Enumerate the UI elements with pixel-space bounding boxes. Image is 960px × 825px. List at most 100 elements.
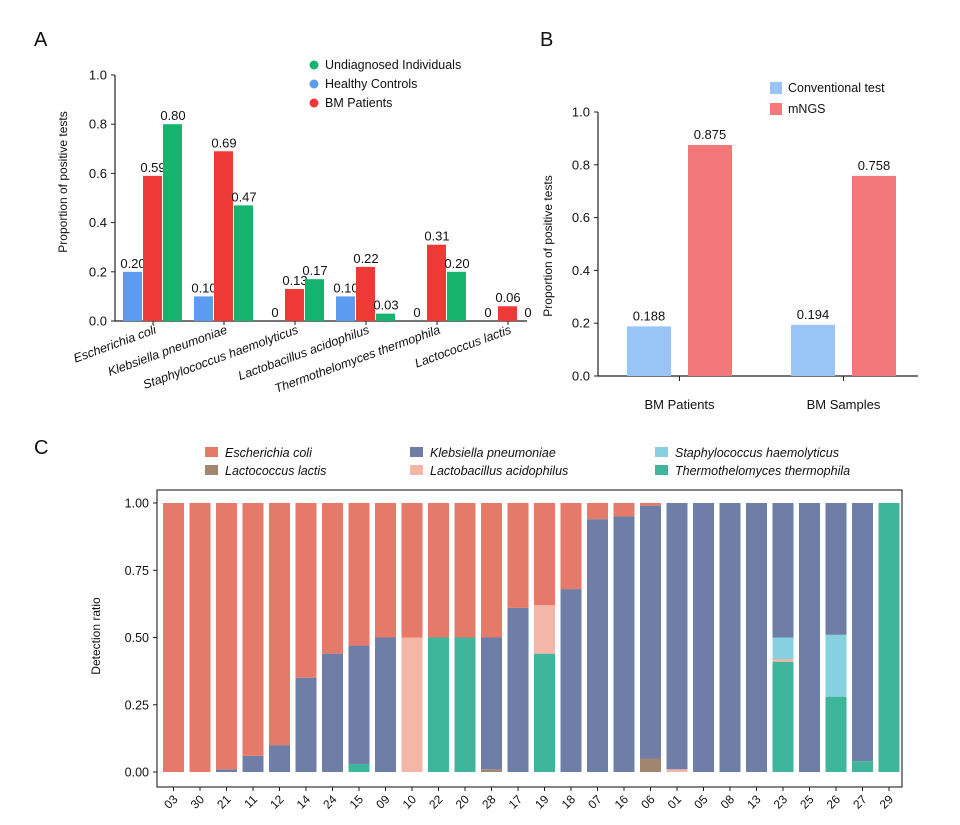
chart-c-category-label: 23 [771,792,791,812]
legend-marker-bm [309,98,319,108]
chart-c-bar-segment [878,503,900,772]
chart-a-data-label: 0 [271,305,278,320]
chart-b-category-label: BM Samples [807,397,881,412]
chart-b-data-label: 0.194 [797,307,830,322]
chart-c-category-label: 05 [691,792,711,812]
legend-label-ecoli: Escherichia coli [225,446,313,460]
chart-c-bar-segment [772,637,794,660]
chart-c-bar-segment [534,605,555,654]
chart-a-bar [447,271,466,321]
legend-marker-conventional [770,82,782,94]
chart-c-bar-segment [375,503,396,638]
chart-c-bar-segment [587,503,608,520]
panel-label-a: A [34,29,48,51]
chart-c-bar-segment [428,503,449,638]
chart-c-bar-segment [507,503,529,608]
chart-b-data-label: 0.188 [633,308,666,323]
chart-c-bar-segment [852,761,873,772]
chart-c-bar-segment [269,503,290,746]
chart-c-category-label: 29 [877,792,897,812]
legend-swatch-thermo [655,465,668,475]
chart-b-bar [791,324,835,376]
chart-a-ytick-label: 1.0 [89,68,107,83]
chart-c-bar-segment [825,634,847,697]
chart-b-data-label: 0.875 [694,127,727,142]
chart-c-bar-segment [322,503,343,654]
chart-c-bar-segment [825,696,847,772]
legend-label-kpneu: Klebsiella pneumoniae [430,446,556,460]
chart-c-bar-segment [640,758,661,772]
chart-c-bar-segment [772,659,794,662]
chart-a-data-label: 0.03 [373,298,398,313]
chart-c-category-label: 08 [718,792,738,812]
legend-label-lacto-acid: Lactobacillus acidophilus [430,464,568,478]
chart-c-bar-segment [799,503,820,772]
chart-c-category-label: 01 [665,792,685,812]
chart-a-bar [194,296,213,321]
chart-a-data-label: 0.13 [282,273,307,288]
chart-c-bar-segment [852,503,873,762]
chart-a-data-label: 0 [524,305,531,320]
chart-c-category-label: 30 [188,792,208,812]
chart-a-data-label: 0.20 [120,256,145,271]
chart-c-bar-segment [454,637,476,772]
chart-c-bar-segment [666,503,688,770]
chart-a-ytick-label: 0.0 [89,314,107,329]
chart-a-bar [214,151,233,321]
chart-c-bar-segment [269,745,290,772]
chart-b-ytick-label: 0.6 [572,210,590,225]
chart-a-bar [427,244,446,321]
chart-c-bar-segment [401,503,423,638]
legend-label-conventional: Conventional test [788,81,885,95]
chart-c-bar-segment [242,755,264,772]
panel-label-b: B [540,29,553,51]
chart-c-category-label: 07 [585,792,605,812]
chart-b-legend: Conventional test mNGS [770,81,885,116]
chart-c-bar-segment [534,653,555,772]
chart-c: Escherichia coli Klebsiella pneumoniae S… [89,446,903,812]
legend-swatch-lacto-acid [410,465,423,475]
chart-c-category-label: 18 [559,792,579,812]
chart-a-ylabel: Proportion of positive tests [56,111,70,252]
chart-a: Proportion of positive tests 0.0 0.2 0.4 0.… [56,58,532,396]
chart-c-category-label: 03 [161,792,181,812]
chart-c-category-label: 14 [294,792,314,812]
chart-c-bar-segment [375,637,396,772]
chart-c-category-label: 25 [797,792,817,812]
chart-a-bar [234,205,253,321]
legend-swatch-kpneu [410,447,423,457]
chart-c-category-label: 15 [347,792,367,812]
chart-b-bar [688,145,732,376]
legend-marker-undiagnosed [309,60,319,70]
chart-c-category-label: 26 [824,792,844,812]
chart-b-ylabel: Proportion of positive tests [541,175,555,316]
chart-c-bar-segment [348,503,370,646]
chart-a-bar [143,175,162,321]
chart-c-bar-segment [772,661,794,772]
legend-label-thermo: Thermothelomyces thermophila [675,464,850,478]
chart-b-bar [852,175,896,376]
chart-c-bar-segment [481,769,502,772]
chart-c-bar-segment [640,505,661,759]
chart-c-ytick-label: 1.00 [125,497,149,511]
chart-b-ytick-label: 0.0 [572,369,590,384]
legend-label-bm: BM Patients [325,96,392,110]
chart-b-data-label: 0.758 [858,158,891,173]
chart-c-bar-segment [242,503,264,756]
chart-a-ytick-label: 0.2 [89,264,107,279]
chart-c-bar-segment [719,503,741,772]
chart-c-bar-segment [507,607,529,772]
legend-marker-healthy [309,79,319,89]
chart-c-category-label: 12 [267,792,287,812]
legend-label-undiagnosed: Undiagnosed Individuals [325,58,461,72]
chart-a-ytick-label: 0.6 [89,166,107,181]
legend-swatch-lacto-lactis [205,465,218,475]
chart-a-data-label: 0.22 [353,251,378,266]
chart-a-legend: Undiagnosed Individuals Healthy Controls… [309,58,461,110]
chart-c-bar-segment [560,503,582,590]
chart-c-category-label: 06 [638,792,658,812]
chart-b-ytick-label: 0.8 [572,157,590,172]
chart-b-bar [627,326,671,376]
chart-c-category-label: 10 [400,792,420,812]
